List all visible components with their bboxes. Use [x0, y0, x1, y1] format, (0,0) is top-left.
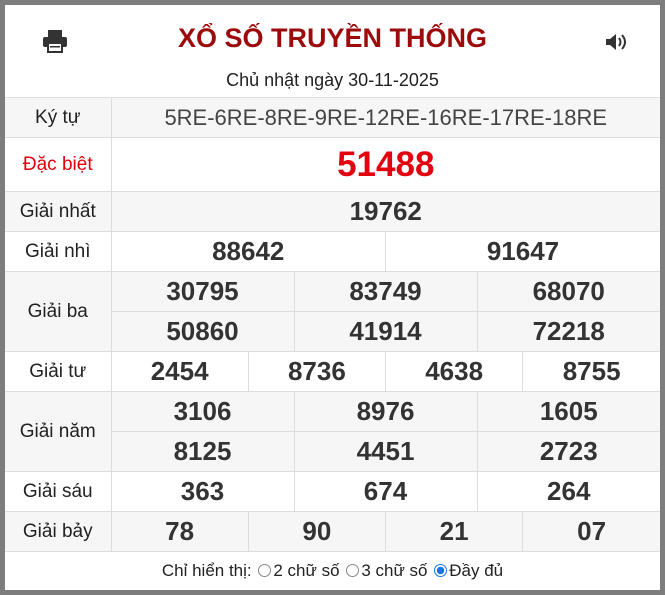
label: Giải nhì — [5, 231, 112, 272]
label: Đặc biệt — [5, 137, 112, 192]
prize-number: 19762 — [110, 191, 660, 232]
row-ky-tu: Ký tự 5RE-6RE-8RE-9RE-12RE-16RE-17RE-18RE — [5, 97, 660, 138]
row-dac-biet: Đặc biệt 51488 — [5, 137, 660, 192]
display-filter: Chỉ hiển thị: 2 chữ số 3 chữ số Đầy đủ — [5, 552, 660, 581]
print-icon[interactable] — [42, 29, 68, 53]
row-ba: Giải ba 30795 83749 68070 — [5, 271, 660, 352]
prize-number: 3106 — [110, 391, 295, 432]
label: Giải bảy — [5, 511, 112, 552]
label: Giải sáu — [5, 471, 112, 512]
prize-number: 68070 — [476, 271, 660, 312]
prize-number: 91647 — [385, 231, 660, 272]
prize-number: 83749 — [293, 271, 478, 312]
prize-number: 41914 — [293, 311, 478, 352]
prize-number: 8736 — [247, 351, 387, 392]
page-title: XỔ SỐ TRUYỀN THỐNG — [177, 23, 488, 53]
prize-number: 2723 — [476, 431, 660, 472]
row-nam: Giải năm 3106 8976 1605 — [5, 391, 660, 472]
prize-number: 1605 — [476, 391, 660, 432]
row-tu: Giải tư 2454 8736 4638 8755 — [5, 351, 660, 392]
row-sau: Giải sáu 363 674 264 — [5, 471, 660, 512]
option-label[interactable]: Đầy đủ — [449, 561, 504, 580]
option-label[interactable]: 2 chữ số — [273, 561, 340, 580]
prize-number: 21 — [384, 511, 524, 552]
row-nhi: Giải nhì 88642 91647 — [5, 231, 660, 272]
label: Giải năm — [5, 391, 112, 472]
prize-number: 674 — [293, 471, 478, 512]
radio-2-digits[interactable] — [258, 564, 272, 577]
option-label[interactable]: 3 chữ số — [361, 561, 428, 580]
prize-number: 72218 — [476, 311, 660, 352]
prize-number: 363 — [110, 471, 295, 512]
prize-number: 30795 — [110, 271, 295, 312]
prize-number: 78 — [110, 511, 249, 552]
results-table: Ký tự 5RE-6RE-8RE-9RE-12RE-16RE-17RE-18RE… — [5, 97, 660, 552]
speaker-icon[interactable] — [605, 32, 629, 52]
row-nam-2: 8125 4451 2723 — [5, 431, 660, 472]
prize-number: 90 — [247, 511, 387, 552]
filter-label: Chỉ hiển thị: — [161, 561, 252, 580]
label: Giải tư — [5, 351, 112, 392]
prize-number: 8976 — [293, 391, 478, 432]
prize-number: 8125 — [110, 431, 295, 472]
row-nhat: Giải nhất 19762 — [5, 191, 660, 232]
draw-date: Chủ nhật ngày 30-11-2025 — [226, 70, 439, 90]
row-bay: Giải bảy 78 90 21 07 — [5, 511, 660, 552]
radio-full[interactable] — [434, 564, 448, 577]
label: Giải ba — [5, 271, 112, 352]
special-prize: 51488 — [110, 137, 660, 192]
prize-number: 4638 — [384, 351, 524, 392]
prize-number: 07 — [522, 511, 660, 552]
prize-number: 8755 — [522, 351, 660, 392]
radio-3-digits[interactable] — [346, 564, 360, 577]
label: Ký tự — [5, 97, 112, 138]
label: Giải nhất — [5, 191, 112, 232]
prize-number: 50860 — [110, 311, 295, 352]
prize-number: 88642 — [110, 231, 386, 272]
prize-number: 264 — [476, 471, 660, 512]
prize-number: 2454 — [110, 351, 249, 392]
row-ba-2: 50860 41914 72218 — [5, 311, 660, 352]
header: XỔ SỐ TRUYỀN THỐNG — [5, 5, 660, 60]
prize-number: 4451 — [293, 431, 478, 472]
ky-tu-value: 5RE-6RE-8RE-9RE-12RE-16RE-17RE-18RE — [110, 97, 660, 138]
